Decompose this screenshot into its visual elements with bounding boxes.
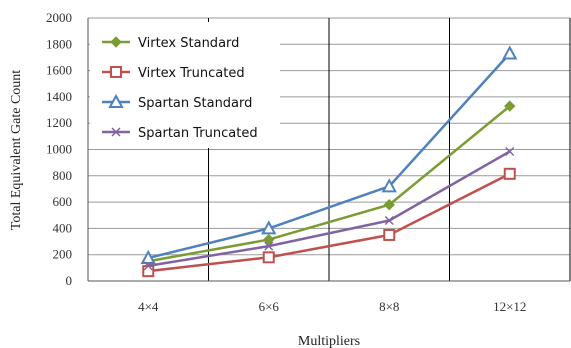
legend-label-virtex-truncated: Virtex Truncated	[138, 66, 245, 81]
legend-label-spartan-truncated: Spartan Truncated	[138, 126, 258, 141]
x-tick-label: 12×12	[493, 299, 526, 314]
data-point-virtex-truncated	[383, 228, 396, 241]
x-tick-labels: 4×4 6×6 8×8 12×12	[138, 299, 526, 314]
data-point-virtex-truncated	[142, 265, 155, 278]
data-point-virtex-standard	[504, 100, 516, 112]
y-tick-label: 1200	[46, 115, 72, 130]
x-tick-label: 4×4	[138, 299, 159, 314]
data-point-spartan-truncated	[264, 241, 274, 251]
data-point-spartan-standard	[502, 45, 518, 60]
y-tick-label: 1800	[46, 36, 72, 51]
data-point-spartan-standard	[261, 220, 277, 235]
series-line-virtex-truncated	[148, 172, 511, 273]
y-tick-label: 1600	[46, 63, 72, 78]
data-point-spartan-truncated	[143, 261, 153, 271]
data-point-virtex-standard	[263, 233, 275, 246]
y-tick-label: 400	[53, 220, 73, 235]
data-point-virtex-truncated	[262, 251, 275, 264]
x-tick-label: 6×6	[259, 299, 280, 314]
data-point-spartan-standard	[381, 178, 397, 193]
series-line-spartan-standard	[147, 52, 511, 260]
y-tick-label: 800	[53, 168, 73, 183]
y-axis-title: Total Equivalent Gate Count	[9, 70, 24, 230]
x-tick-label: 8×8	[379, 299, 399, 314]
data-point-virtex-truncated	[503, 167, 516, 180]
series-line-virtex-standard	[148, 105, 511, 263]
axes	[87, 18, 570, 282]
data-point-spartan-truncated	[505, 146, 515, 157]
y-tick-label: 600	[53, 194, 73, 209]
y-tick-label: 1000	[46, 142, 72, 157]
legend-marker-virtex-standard	[110, 36, 122, 48]
legend: Virtex Standard Virtex Truncated Spartan S…	[90, 22, 280, 148]
y-tick-label: 200	[53, 247, 73, 262]
y-tick-label: 0	[66, 273, 73, 288]
series-line-spartan-truncated	[148, 150, 511, 268]
y-tick-label: 2000	[46, 10, 72, 25]
y-tick-labels: 0 200 400 600 800 1000 1200 1400 1600 1800 2000	[46, 10, 72, 288]
legend-label-spartan-standard: Spartan Standard	[138, 96, 252, 111]
data-point-spartan-truncated	[384, 215, 394, 226]
legend-marker-virtex-truncated	[110, 66, 122, 78]
legend-label-virtex-standard: Virtex Standard	[138, 36, 239, 51]
legend-marker-spartan-standard	[108, 93, 124, 108]
legend-marker-spartan-truncated	[111, 127, 121, 137]
data-point-spartan-standard	[140, 249, 156, 264]
x-axis-title: Multipliers	[298, 334, 360, 348]
data-point-virtex-standard	[383, 199, 395, 211]
y-tick-label: 1400	[46, 89, 72, 104]
series-lines	[140, 45, 518, 278]
